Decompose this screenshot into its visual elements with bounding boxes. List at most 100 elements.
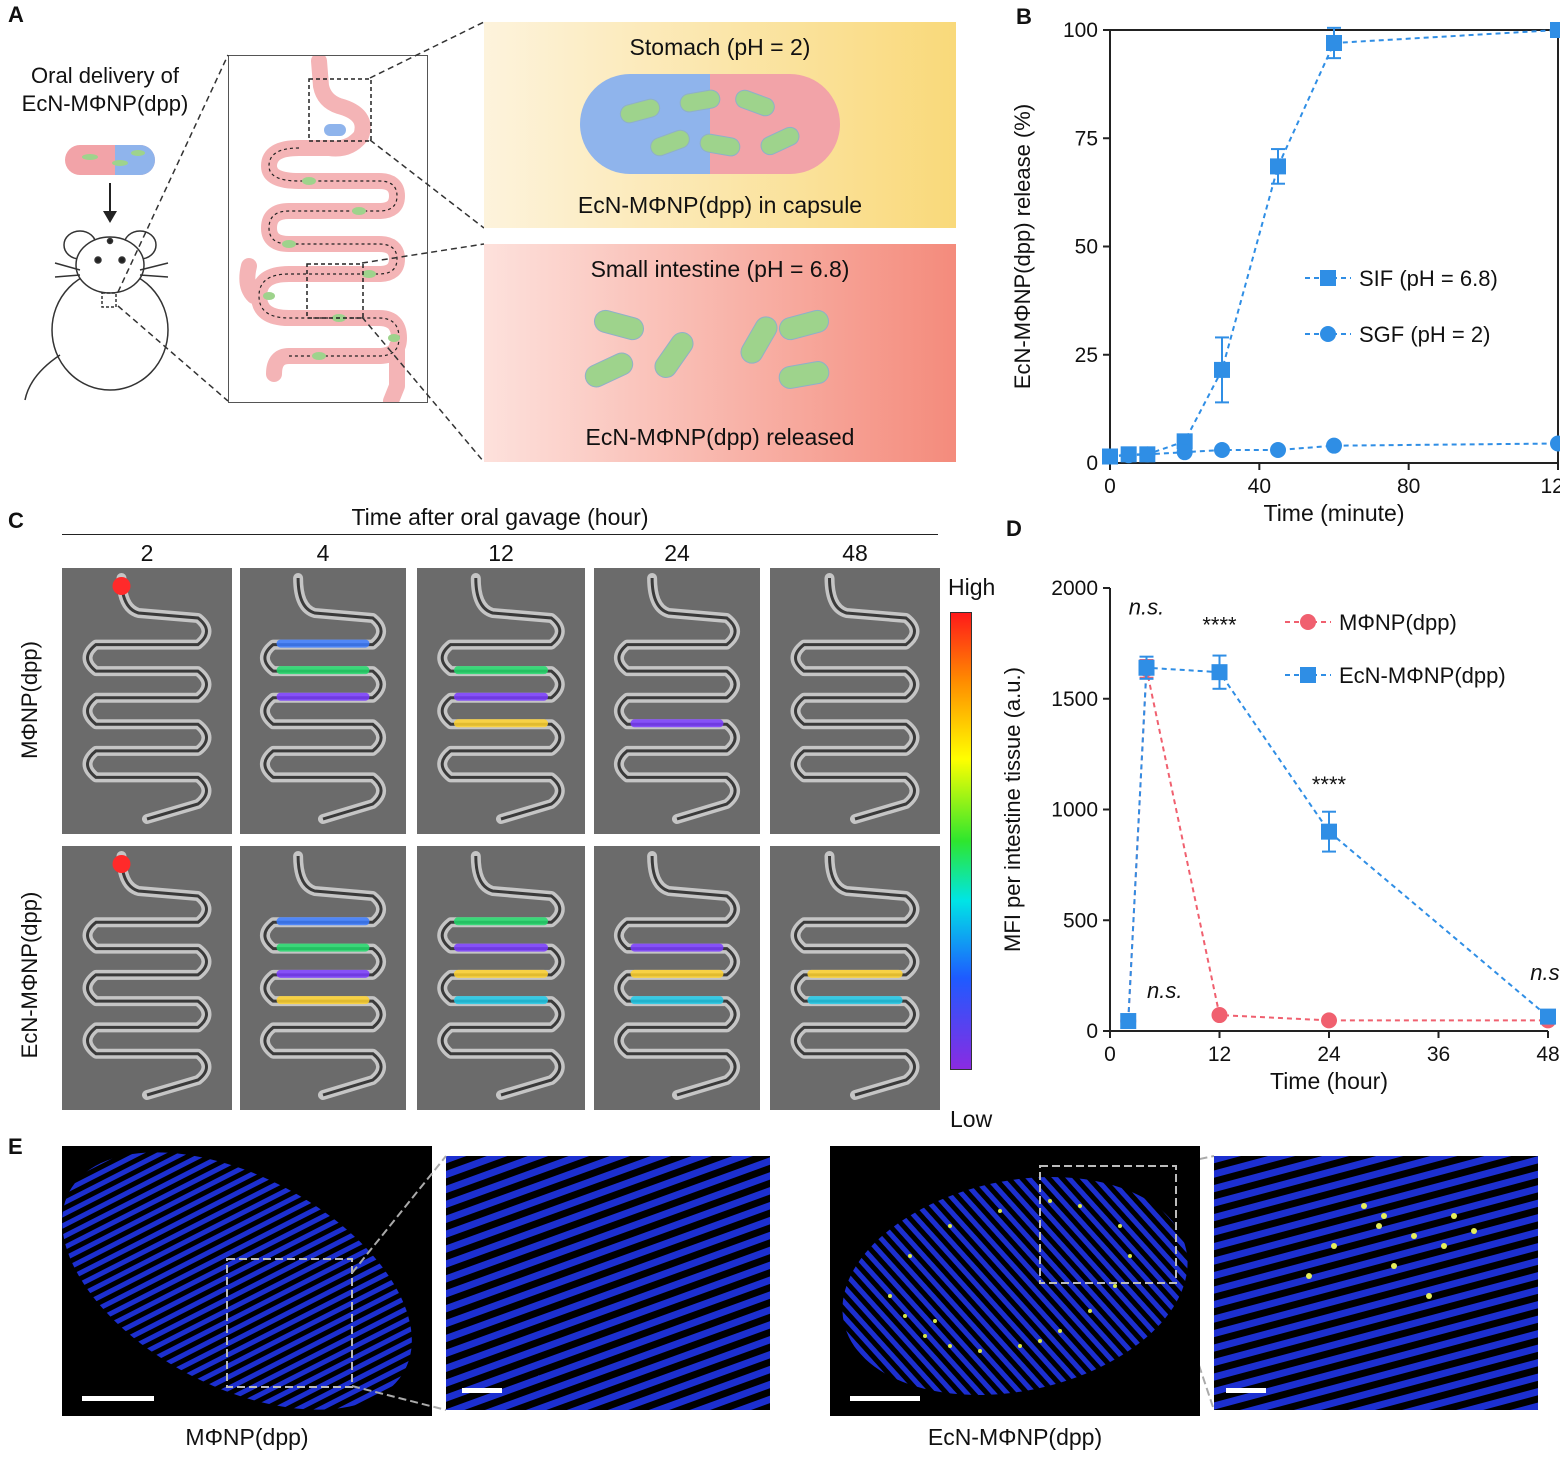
- micrograph-ecn-zoom: [1214, 1156, 1538, 1410]
- stomach-title: Stomach (pH = 2): [629, 34, 811, 60]
- chart-b: 0 40 80 120 0 25 50 75 100 Time (minute) EcN-MΦNP(…: [1010, 20, 1560, 526]
- y-tick-label: 1000: [1051, 799, 1098, 822]
- intestine-title: Small intestine (pH = 6.8): [590, 256, 850, 282]
- annotation: n.s.: [1129, 595, 1164, 620]
- legend-marker: [1300, 614, 1316, 630]
- row-label-mnp: MΦNP(dpp): [17, 641, 42, 759]
- annotation: ****: [1312, 772, 1347, 797]
- colorbar-high-label: High: [948, 574, 996, 600]
- y-tick-label: 0: [1086, 452, 1098, 475]
- x-tick-label: 12: [1208, 1043, 1231, 1066]
- micrograph-label-ecn: EcN-MΦNP(dpp): [927, 1424, 1103, 1450]
- ivis-image-4h: [240, 568, 406, 834]
- scale-bar-ecn: [850, 1396, 920, 1401]
- data-point-square: [1211, 664, 1228, 681]
- x-tick-label: 120: [1540, 475, 1560, 498]
- oral-delivery-line1: Oral delivery of: [31, 63, 179, 88]
- scale-bar-ecn-zoom: [1226, 1388, 1266, 1393]
- small-capsule-icon: [65, 145, 155, 175]
- y-tick-label: 1500: [1051, 688, 1098, 711]
- series-line-0: [1127, 668, 1548, 1022]
- series-line-0: [1109, 29, 1559, 458]
- micrograph-mnp-zoom: [446, 1156, 770, 1410]
- stomach-caption: EcN-MΦNP(dpp) in capsule: [577, 192, 863, 218]
- ivis-image-2h: [62, 846, 232, 1110]
- legend-label: SGF (pH = 2): [1359, 322, 1490, 347]
- oral-delivery-label: Oral delivery of EcN-MΦNP(dpp): [0, 62, 210, 118]
- data-point-circle: [1139, 446, 1156, 463]
- y-tick-label: 2000: [1051, 577, 1098, 600]
- x-tick-label: 24: [1317, 1043, 1341, 1066]
- intestine-caption: EcN-MΦNP(dpp) released: [585, 424, 855, 450]
- legend-marker: [1300, 667, 1316, 683]
- legend-marker: [1320, 270, 1336, 286]
- x-tick-label: 40: [1248, 475, 1271, 498]
- stomach-box: Stomach (pH = 2) EcN-MΦNP(dpp) in capsul…: [484, 22, 956, 228]
- time-label-4: 4: [316, 540, 330, 566]
- ivis-image-48h: [770, 568, 940, 834]
- x-tick-label: 48: [1536, 1043, 1559, 1066]
- mouse-icon: [24, 230, 169, 401]
- ivis-image-24h: [594, 568, 760, 834]
- x-tick-label: 80: [1397, 475, 1420, 498]
- x-axis-label: Time (hour): [1270, 1068, 1388, 1094]
- y-tick-label: 50: [1075, 236, 1098, 259]
- time-label-48: 48: [842, 540, 868, 566]
- annotation: n.s.: [1147, 978, 1182, 1003]
- panel-c-title-rule: [62, 534, 938, 535]
- y-tick-label: 75: [1075, 127, 1098, 150]
- x-tick-label: 0: [1104, 1043, 1116, 1066]
- data-point-square: [1270, 158, 1286, 175]
- colorbar-low-label: Low: [950, 1106, 993, 1132]
- data-point-square: [1120, 1013, 1137, 1030]
- panel-label-c: C: [8, 508, 24, 533]
- data-point-circle: [1214, 442, 1230, 459]
- data-point-circle: [1211, 1007, 1228, 1024]
- micrograph-ecn-whole: [830, 1146, 1200, 1416]
- ivis-image-24h: [594, 846, 760, 1110]
- data-point-square: [1214, 361, 1230, 378]
- data-point-circle: [1102, 448, 1118, 465]
- legend-label: SIF (pH = 6.8): [1359, 266, 1498, 291]
- micrograph-mnp-whole: [62, 1146, 432, 1416]
- row-label-ecn: EcN-MΦNP(dpp): [17, 891, 42, 1059]
- legend-label: EcN-MΦNP(dpp): [1339, 663, 1506, 688]
- ivis-image-12h: [417, 568, 585, 834]
- chart-d: 0 12 24 36 48 0 500 1000 1500 2000 Time (hour) MFI …: [1000, 577, 1560, 1094]
- x-tick-label: 36: [1427, 1043, 1450, 1066]
- intensity-colorbar: [950, 612, 972, 1070]
- y-tick-label: 100: [1063, 20, 1098, 42]
- data-point-square: [1550, 22, 1560, 38]
- time-label-24: 24: [664, 540, 690, 566]
- y-tick-label: 500: [1063, 909, 1098, 932]
- panel-label-b: B: [1016, 4, 1032, 29]
- panel-a-zoom-lines: [117, 21, 485, 463]
- data-point-square: [1321, 823, 1337, 840]
- legend-marker: [1320, 326, 1336, 342]
- legend-label: MΦNP(dpp): [1339, 610, 1457, 635]
- y-tick-label: 25: [1075, 344, 1098, 367]
- oral-delivery-line2: EcN-MΦNP(dpp): [21, 91, 189, 116]
- down-arrow-icon: [103, 183, 117, 223]
- ivis-image-2h: [62, 568, 232, 834]
- x-tick-label: 0: [1104, 475, 1116, 498]
- data-point-circle: [1120, 447, 1137, 464]
- capsule-illustration: [580, 74, 840, 174]
- scale-bar: [82, 1396, 154, 1401]
- data-point-circle: [1270, 442, 1286, 459]
- y-axis-label: MFI per intestine tissue (a.u.): [1000, 667, 1025, 952]
- panel-c-title: Time after oral gavage (hour): [351, 504, 649, 530]
- intestine-diagram-box: [228, 53, 428, 409]
- x-axis-label: Time (minute): [1264, 500, 1405, 526]
- y-axis-label: EcN-MΦNP(dpp) release (%): [1010, 104, 1035, 389]
- time-label-2: 2: [140, 540, 154, 566]
- ivis-image-48h: [770, 846, 940, 1110]
- intestine-box: Small intestine (pH = 6.8) EcN-MΦNP(dpp)…: [484, 244, 956, 462]
- panel-label-d: D: [1006, 516, 1022, 541]
- panel-label-e: E: [8, 1134, 23, 1159]
- data-point-circle: [1321, 1012, 1337, 1029]
- data-point-circle: [1550, 435, 1560, 452]
- series-line-1: [1127, 666, 1549, 1022]
- data-point-square: [1138, 659, 1155, 676]
- panel-label-a: A: [8, 2, 24, 27]
